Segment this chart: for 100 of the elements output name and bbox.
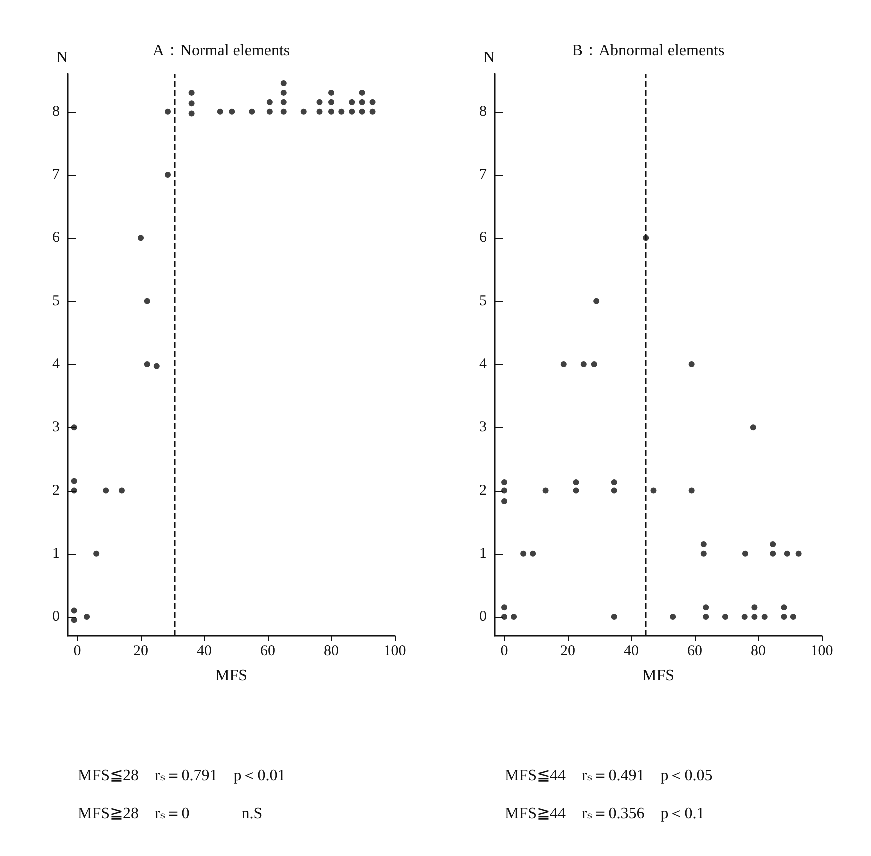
y-axis-title: N — [56, 50, 68, 66]
point — [280, 108, 287, 115]
point — [316, 99, 323, 106]
point — [752, 614, 758, 620]
point — [650, 488, 657, 494]
point — [752, 604, 758, 611]
y-tick-label: 0 — [480, 609, 487, 626]
point — [688, 488, 695, 494]
point — [71, 424, 78, 431]
x-tick-label: 80 — [324, 644, 340, 660]
point — [144, 361, 150, 368]
point — [328, 90, 335, 96]
point — [502, 498, 508, 504]
point — [300, 108, 307, 115]
x-tick-label: 60 — [260, 644, 276, 660]
point — [700, 550, 707, 557]
point — [370, 108, 376, 115]
point — [154, 363, 160, 370]
x-tick-label: 80 — [751, 644, 766, 660]
y-tick-label: 0 — [52, 609, 60, 626]
point — [573, 488, 580, 494]
point — [611, 480, 618, 486]
point — [266, 108, 273, 115]
point — [560, 361, 567, 368]
y-tick-label: 1 — [480, 546, 487, 562]
point — [520, 550, 527, 557]
point — [542, 488, 549, 494]
point — [328, 99, 335, 106]
point — [573, 480, 580, 486]
point — [188, 90, 195, 96]
x-tick-label: 0 — [74, 644, 82, 660]
point — [770, 541, 776, 548]
x-tick-label: 40 — [197, 644, 212, 660]
x-axis-title: MFS — [642, 668, 675, 684]
point — [591, 361, 598, 368]
point — [762, 614, 768, 620]
point — [511, 614, 518, 620]
point — [502, 614, 508, 620]
point — [700, 541, 707, 548]
point — [502, 604, 508, 611]
point — [144, 298, 150, 304]
point — [349, 99, 356, 106]
y-tick-label: 2 — [480, 482, 487, 499]
y-tick-label: 3 — [52, 420, 60, 436]
y-tick-label: 3 — [480, 420, 487, 436]
point — [359, 99, 366, 106]
point — [229, 108, 236, 115]
y-tick-label: 8 — [480, 104, 487, 120]
point — [611, 614, 618, 620]
x-tick-label: 60 — [688, 644, 703, 660]
x-tick-label: 20 — [134, 644, 149, 660]
point — [266, 99, 273, 106]
point — [770, 550, 776, 557]
y-tick-label: 6 — [480, 230, 488, 246]
point — [328, 108, 335, 115]
chart-title: A：Normal elements — [152, 42, 290, 60]
point — [790, 614, 796, 620]
y-tick-label: 4 — [52, 356, 60, 372]
y-tick-label: 7 — [52, 167, 60, 184]
x-tick-label: 20 — [560, 644, 576, 660]
point — [165, 172, 172, 178]
x-tick-label: 0 — [500, 644, 508, 660]
point — [138, 235, 144, 242]
point — [280, 99, 287, 106]
point — [670, 614, 676, 620]
point — [611, 488, 618, 494]
y-tick-label: 7 — [480, 167, 488, 184]
y-tick-label: 2 — [52, 482, 60, 499]
point — [370, 99, 376, 106]
point — [280, 80, 287, 86]
y-tick-label: 5 — [480, 293, 487, 310]
x-tick-label: 100 — [384, 644, 406, 660]
text: MFS≧28 rₛ＝0 n.S — [78, 806, 263, 822]
point — [688, 361, 695, 368]
x-tick-label: 100 — [810, 644, 834, 660]
point — [750, 424, 756, 431]
point — [530, 550, 536, 557]
text: MFS≦28 rₛ＝0.791 p＜0.01 — [78, 768, 286, 784]
y-tick-label: 8 — [52, 104, 60, 120]
point — [742, 614, 748, 620]
point — [594, 298, 600, 304]
point — [249, 108, 256, 115]
point — [280, 90, 287, 96]
point — [316, 108, 323, 115]
point — [349, 108, 356, 115]
point — [703, 614, 710, 620]
x-axis-title: MFS — [215, 668, 248, 684]
point — [71, 617, 78, 624]
point — [796, 550, 802, 557]
point — [359, 108, 366, 115]
x-tick-label: 40 — [624, 644, 640, 660]
y-tick-label: 5 — [52, 293, 60, 310]
point — [703, 604, 710, 611]
point — [94, 550, 100, 557]
point — [103, 488, 110, 494]
y-tick-label: 6 — [52, 230, 60, 246]
point — [502, 488, 508, 494]
point — [784, 550, 790, 557]
point — [71, 478, 78, 484]
point — [742, 550, 748, 557]
